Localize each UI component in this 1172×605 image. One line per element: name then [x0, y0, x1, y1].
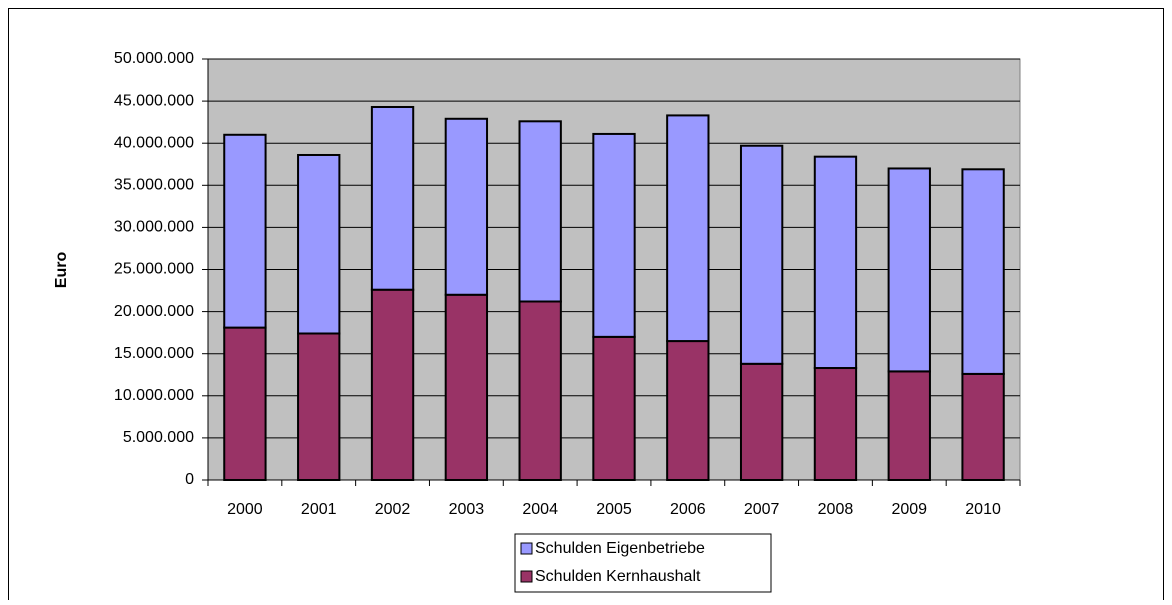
bar — [666, 114, 710, 343]
y-tick-label: 50.000.000 — [114, 50, 194, 67]
bar — [887, 167, 931, 373]
x-tick-label: 2008 — [818, 501, 854, 518]
bar — [518, 120, 562, 303]
x-tick-label: 2002 — [375, 501, 411, 518]
bar — [297, 153, 341, 335]
y-tick-label: 45.000.000 — [114, 92, 194, 109]
y-tick-label: 10.000.000 — [114, 387, 194, 404]
x-tick-label: 2004 — [522, 501, 558, 518]
bar — [223, 326, 267, 481]
x-tick-label: 2010 — [965, 501, 1001, 518]
bar — [739, 362, 784, 481]
bar — [223, 133, 267, 329]
x-tick-label: 2007 — [744, 501, 780, 518]
bar — [887, 370, 931, 481]
y-tick-label: 30.000.000 — [114, 219, 194, 236]
bar — [444, 293, 489, 482]
bar — [370, 288, 415, 482]
bar — [592, 132, 636, 338]
legend-swatch — [520, 542, 533, 555]
x-tick-label: 2005 — [596, 501, 632, 518]
legend-label: Schulden Kernhaushalt — [535, 568, 701, 585]
bar — [666, 340, 710, 481]
x-tick-label: 2001 — [301, 501, 337, 518]
legend-swatch — [520, 570, 533, 583]
bar — [961, 168, 1005, 375]
y-tick-label: 15.000.000 — [114, 345, 194, 362]
bar — [518, 300, 562, 481]
bar — [592, 335, 636, 481]
bar — [813, 367, 858, 482]
x-tick-label: 2009 — [891, 501, 927, 518]
legend-box — [514, 533, 772, 593]
bar — [444, 117, 489, 296]
legend-label: Schulden Eigenbetriebe — [535, 540, 705, 557]
bar — [961, 372, 1005, 481]
x-tick-label: 2003 — [449, 501, 485, 518]
x-tick-label: 2000 — [227, 501, 263, 518]
bar — [370, 105, 415, 291]
bar — [297, 332, 341, 481]
y-tick-label: 35.000.000 — [114, 177, 194, 194]
y-tick-label: 0 — [185, 471, 194, 488]
y-tick-label: 25.000.000 — [114, 261, 194, 278]
x-tick-label: 2006 — [670, 501, 706, 518]
y-axis-title: Euro — [53, 252, 70, 289]
y-tick-label: 40.000.000 — [114, 134, 194, 151]
y-tick-label: 5.000.000 — [123, 429, 194, 446]
bar — [813, 155, 858, 370]
bar — [739, 144, 784, 365]
y-tick-label: 20.000.000 — [114, 303, 194, 320]
